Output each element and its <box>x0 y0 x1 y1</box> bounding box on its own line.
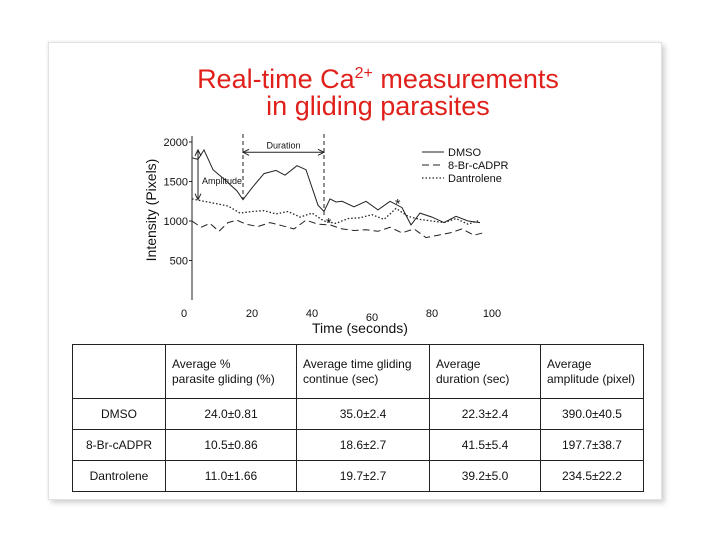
legend-label-2: Dantrolene <box>448 173 502 185</box>
table-row-label: 8-Br-cADPR <box>72 429 166 462</box>
table-header-row: Average % parasite gliding (%) Average ti… <box>72 343 644 400</box>
table-cell: 41.5±5.4 <box>429 429 541 462</box>
table-cell: 197.7±38.7 <box>540 429 644 462</box>
x-tick-label-2: 40 <box>306 308 318 320</box>
table-cell: 24.0±0.81 <box>165 398 297 431</box>
table-cell: 390.0±40.5 <box>540 398 644 431</box>
legend-label-1: 8-Br-cADPR <box>448 160 509 172</box>
table-header-time: Average time gliding continue (sec) <box>296 343 430 400</box>
table-header-amplitude: Average amplitude (pixel) <box>540 343 644 400</box>
x-tick-label-3: 60 <box>366 312 378 324</box>
table-row: DMSO 24.0±0.81 35.0±2.4 22.3±2.4 390.0±40.5 <box>72 398 644 431</box>
table-cell: 35.0±2.4 <box>296 398 430 431</box>
series-line-8-br-cadpr <box>191 219 487 239</box>
table-cell: 22.3±2.4 <box>429 398 541 431</box>
y-tick-label-3: 2000 <box>164 137 188 149</box>
y-axis-label: Intensity (Pixels) <box>143 159 159 262</box>
x-tick-label-0: 0 <box>181 308 187 320</box>
annotation-star-2: * <box>326 214 332 230</box>
slide-title-line2: in gliding parasites <box>266 91 490 121</box>
table-row-label: Dantrolene <box>72 460 166 492</box>
annotation-amplitude: Amplitude <box>202 176 242 186</box>
y-tick-label-0: 500 <box>170 256 188 268</box>
annotation-duration: Duration <box>266 140 300 150</box>
table-row: 8-Br-cADPR 10.5±0.86 18.6±2.7 41.5±5.4 197.7… <box>72 429 644 462</box>
table-header-gliding: Average % parasite gliding (%) <box>165 343 297 400</box>
table-row: Dantrolene 11.0±1.66 19.7±2.7 39.2±5.0 234.5… <box>72 460 644 492</box>
series-line-dmso <box>191 148 481 226</box>
table-cell: 10.5±0.86 <box>165 429 297 462</box>
slide-title-line1: Real-time Ca2+ measurements <box>197 64 559 94</box>
amplitude-arrow-head-top <box>194 148 202 157</box>
duration-arrow-head-right <box>317 148 326 156</box>
x-tick-label-1: 20 <box>246 308 258 320</box>
line-chart: 500 1000 1500 2000 0 20 40 60 80 100 Time (seconds… <box>143 134 509 336</box>
series-line-dantrolene <box>191 198 481 225</box>
table-header-duration: Average duration (sec) <box>429 343 541 400</box>
x-axis-label: Time (seconds) <box>312 320 408 336</box>
amplitude-arrow-head-bottom <box>194 193 202 201</box>
y-tick-label-2: 1500 <box>164 177 188 189</box>
table-cell: 18.6±2.7 <box>296 429 430 462</box>
table-header-empty <box>72 343 166 400</box>
legend-label-0: DMSO <box>448 147 481 159</box>
duration-arrow-head-left <box>241 148 250 156</box>
x-tick-label-4: 80 <box>426 308 438 320</box>
chart-series <box>191 148 487 239</box>
table-cell: 39.2±5.0 <box>429 460 541 492</box>
chart-axes: 500 1000 1500 2000 0 20 40 60 80 100 Time (seconds… <box>143 136 501 336</box>
y-tick-label-1: 1000 <box>164 216 188 228</box>
table-cell: 11.0±1.66 <box>165 460 297 492</box>
table-cell: 234.5±22.2 <box>540 460 644 492</box>
stats-table: Average % parasite gliding (%) Average ti… <box>72 343 644 492</box>
annotation-star-3: * <box>395 195 401 211</box>
table-row-label: DMSO <box>72 398 166 431</box>
chart-annotations: Amplitude Duration * * <box>194 134 401 230</box>
x-tick-label-5: 100 <box>483 308 501 320</box>
table-cell: 19.7±2.7 <box>296 460 430 492</box>
